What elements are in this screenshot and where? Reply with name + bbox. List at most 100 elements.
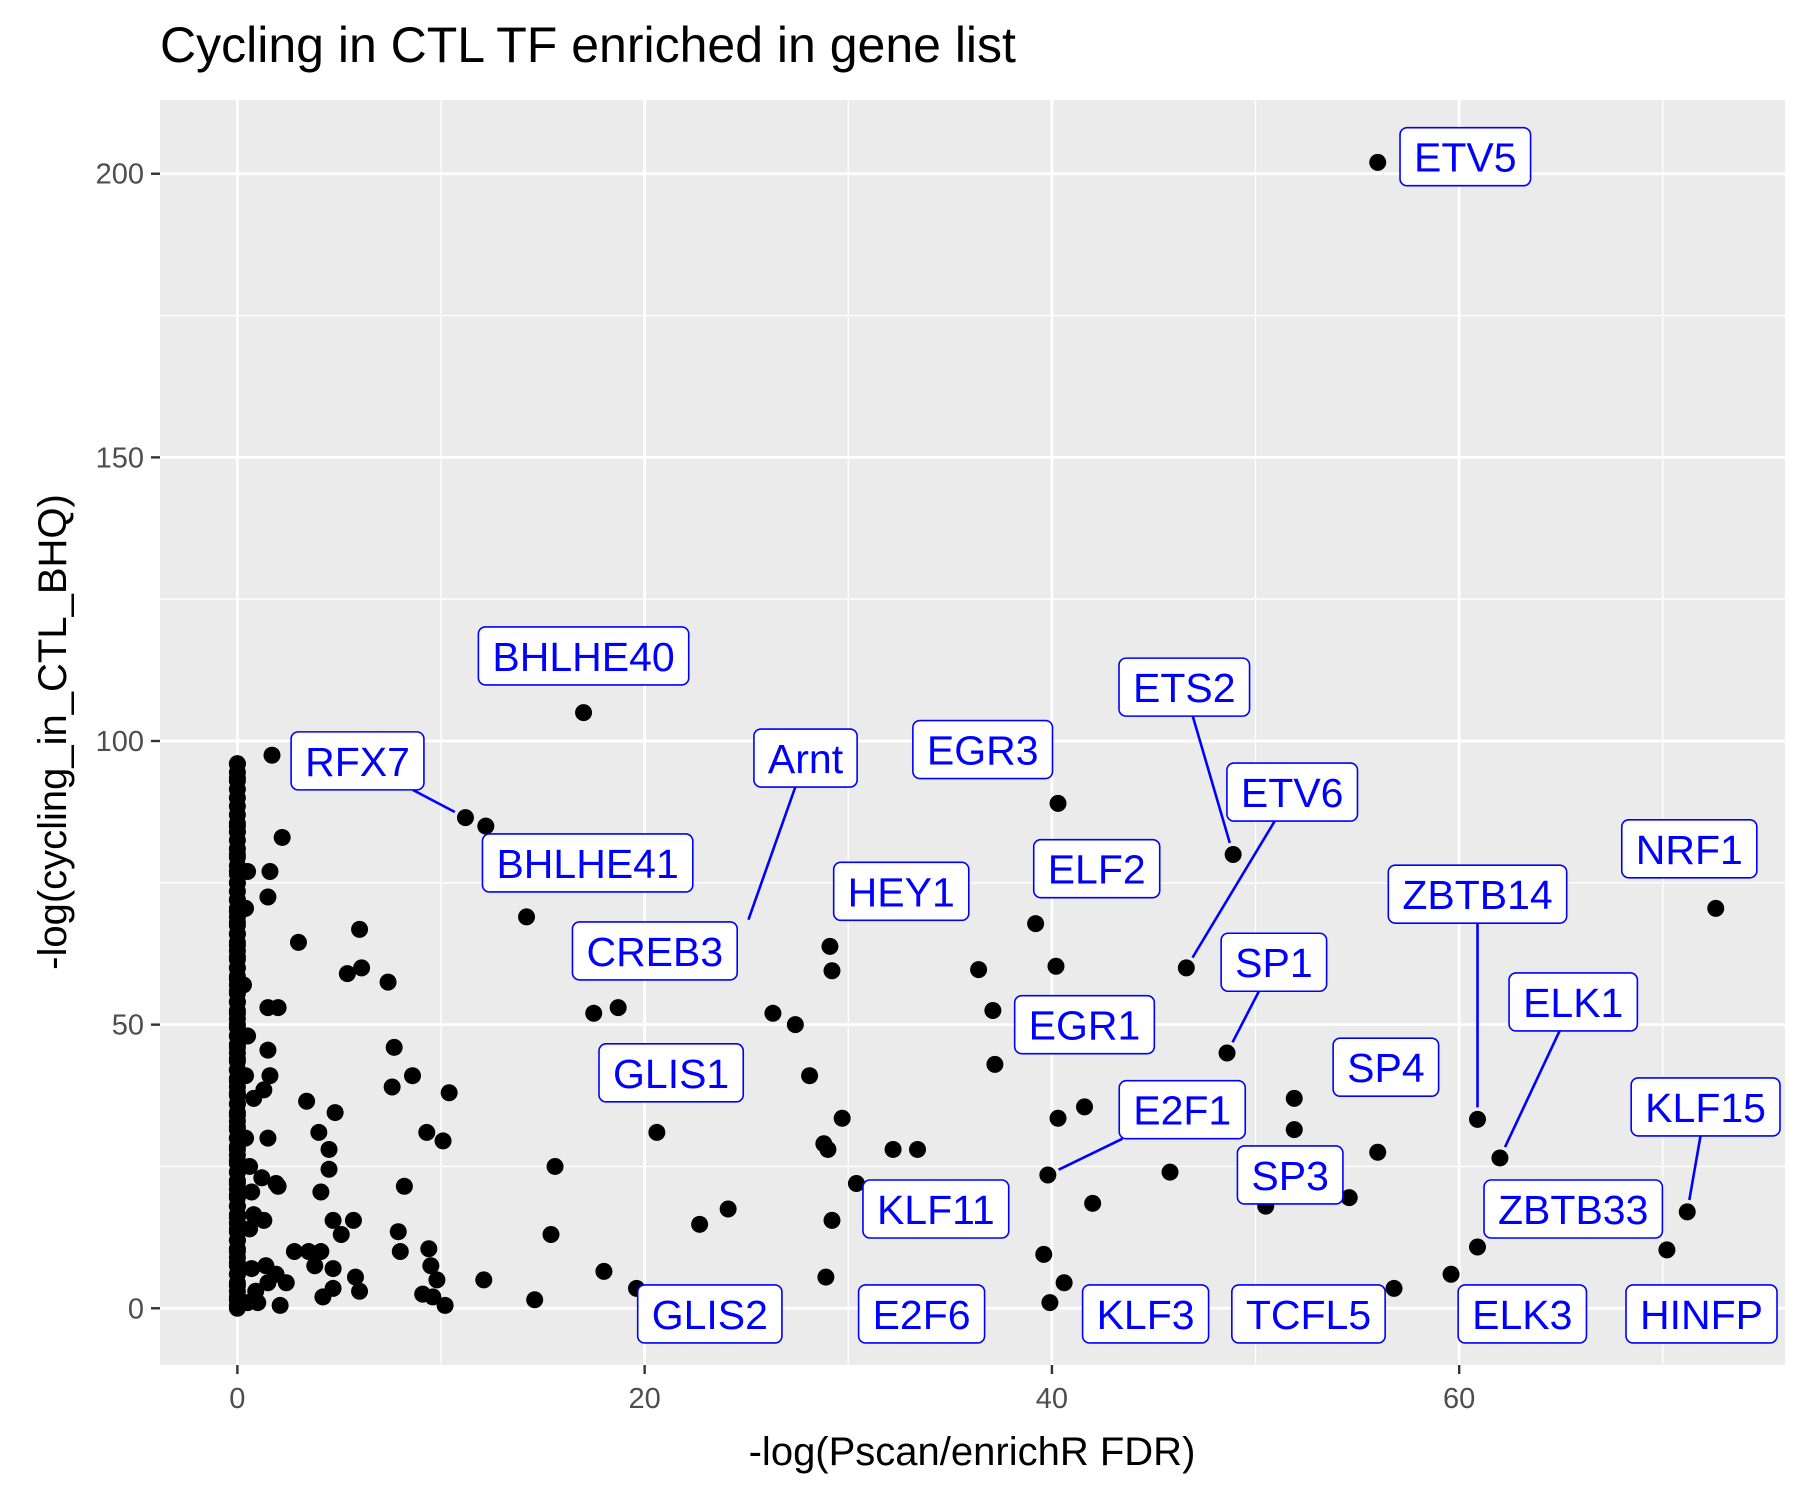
label-connector [1503, 1030, 1561, 1148]
data-point [228, 755, 246, 773]
data-point [324, 1260, 342, 1278]
data-point [1047, 957, 1065, 975]
point-label-box [1483, 1179, 1664, 1239]
point-label: CREB3 [571, 921, 738, 981]
data-point [404, 1067, 422, 1085]
data-point [273, 828, 291, 846]
point-label-box [636, 1284, 783, 1344]
data-point [1469, 1110, 1487, 1128]
point-label: ELK3 [1457, 1284, 1588, 1344]
data-point [970, 961, 988, 979]
data-point [1049, 794, 1067, 812]
chart-title: Cycling in CTL TF enriched in gene list [160, 17, 1016, 73]
data-point [518, 908, 536, 926]
x-tick-label: 0 [229, 1383, 245, 1415]
point-label: KLF3 [1081, 1284, 1210, 1344]
label-connector [1058, 1137, 1124, 1171]
label-connector [1191, 820, 1276, 959]
data-point [585, 1004, 603, 1022]
data-point [259, 1274, 277, 1292]
y-tick-label: 100 [96, 726, 144, 758]
point-label-box [571, 921, 738, 981]
point-label-box [1399, 126, 1532, 187]
data-point [434, 1132, 452, 1150]
data-point [719, 1200, 737, 1218]
point-label: TCFL5 [1231, 1284, 1386, 1344]
data-point [1075, 1098, 1093, 1116]
data-point [324, 1279, 342, 1297]
data-point [1285, 1089, 1303, 1107]
point-label-box [1625, 1284, 1778, 1344]
data-point [909, 1140, 927, 1158]
point-label: ETV5 [1399, 126, 1532, 187]
point-label-box [290, 731, 425, 791]
data-point [324, 1211, 342, 1229]
data-point [1177, 959, 1195, 977]
point-label-box [753, 728, 858, 788]
data-point [884, 1140, 902, 1158]
data-point [542, 1226, 560, 1244]
data-point [259, 1129, 277, 1147]
data-point [1285, 1121, 1303, 1139]
data-point [269, 1177, 287, 1195]
data-point [312, 1243, 330, 1261]
x-tick-label: 40 [1036, 1383, 1068, 1415]
point-label: HEY1 [832, 861, 970, 922]
point-labels: ETV5 BHLHE40 RFX7 Arnt EGR3 ETS2 ETV6 BHLHE41 EL… [290, 126, 1781, 1344]
point-label: Arnt [753, 728, 858, 788]
point-label: NRF1 [1620, 818, 1758, 879]
data-point [255, 1211, 273, 1229]
point-label-text: HEY1 [848, 869, 955, 915]
point-label-text: NRF1 [1636, 827, 1743, 873]
point-label-text: Arnt [768, 736, 844, 782]
data-point [346, 1268, 364, 1286]
data-point [986, 1055, 1004, 1073]
point-label-text: KLF15 [1645, 1085, 1766, 1131]
data-point [385, 1038, 403, 1056]
data-point [261, 862, 279, 880]
data-point [847, 1174, 865, 1192]
x-tick-label: 60 [1443, 1383, 1475, 1415]
point-label-box [1236, 1145, 1344, 1205]
data-point [764, 1004, 782, 1022]
point-label-text: GLIS1 [613, 1051, 729, 1097]
data-point [310, 1123, 328, 1141]
data-point [1491, 1149, 1509, 1167]
point-label-text: SP3 [1251, 1153, 1329, 1199]
y-axis: 0 50 100 150 200 [96, 159, 160, 1325]
data-point [477, 817, 495, 835]
point-label: RFX7 [290, 731, 425, 791]
point-label-text: SP4 [1347, 1045, 1425, 1091]
data-point [353, 959, 371, 977]
data-point [289, 933, 307, 951]
data-point [300, 1243, 318, 1261]
data-point [1469, 1238, 1487, 1256]
data-point [823, 962, 841, 980]
y-tick-label: 0 [128, 1293, 144, 1325]
data-points [228, 153, 1725, 1317]
point-label-text: SP1 [1235, 940, 1313, 986]
data-point [243, 1260, 261, 1278]
data-point [440, 1084, 458, 1102]
point-label-box [1620, 818, 1758, 879]
data-point [351, 1282, 369, 1300]
data-point [1035, 1245, 1053, 1263]
data-point [391, 1243, 409, 1261]
point-label-box [1013, 994, 1156, 1055]
label-connector [1231, 990, 1261, 1043]
point-label: SP4 [1332, 1037, 1440, 1097]
data-point [1039, 1166, 1057, 1184]
point-label: ELK1 [1508, 972, 1639, 1032]
data-point [420, 1240, 438, 1258]
point-label: ZBTB33 [1483, 1179, 1664, 1239]
data-point [306, 1257, 324, 1275]
label-connector [747, 786, 797, 921]
point-label-box [1220, 932, 1328, 993]
point-label-box [1457, 1284, 1588, 1344]
point-label: ELF2 [1032, 838, 1161, 899]
data-point [338, 965, 356, 983]
data-point [298, 1092, 316, 1110]
point-label-box [1630, 1077, 1781, 1137]
data-point [1041, 1294, 1059, 1312]
